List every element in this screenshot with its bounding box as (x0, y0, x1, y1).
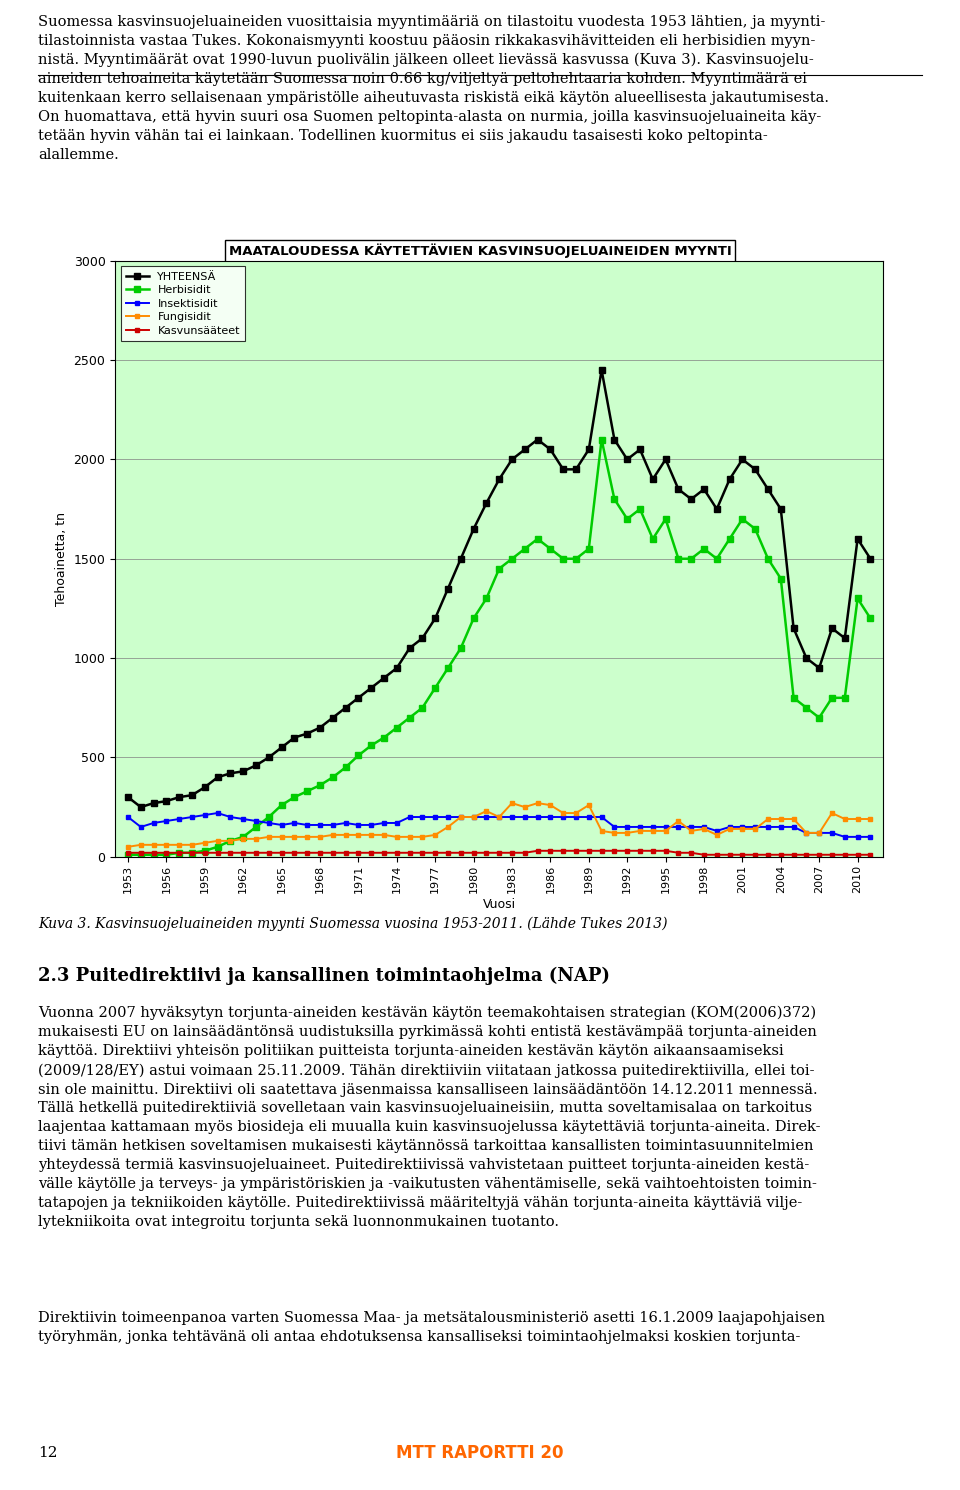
Line: Fungisidit: Fungisidit (126, 802, 873, 849)
Herbisidit (199, 842, 210, 860)
Kasvunsääteet (237, 843, 249, 861)
YHTEENSÄ (685, 490, 697, 508)
YHTEENSÄ (122, 788, 133, 806)
Herbisidit (148, 846, 159, 864)
Line: Insektisidit: Insektisidit (126, 811, 873, 839)
Herbisidit (314, 776, 325, 794)
Text: Vuonna 2007 hyväksytyn torjunta-aineiden kestävän käytön teemakohtaisen strategi: Vuonna 2007 hyväksytyn torjunta-aineiden… (38, 1006, 821, 1229)
Fungisidit (673, 812, 684, 830)
Kasvunsääteet (122, 843, 133, 861)
YHTEENSÄ (596, 361, 608, 378)
Kasvunsääteet (698, 846, 709, 864)
X-axis label: Vuosi: Vuosi (483, 898, 516, 912)
Herbisidit (237, 828, 249, 846)
Fungisidit (519, 799, 531, 817)
Fungisidit (506, 794, 517, 812)
Text: 2.3 Puitedirektiivi ja kansallinen toimintaohjelma (NAP): 2.3 Puitedirektiivi ja kansallinen toimi… (38, 967, 611, 985)
Kasvunsääteet (148, 843, 159, 861)
Herbisidit (596, 431, 608, 448)
YHTEENSÄ (519, 441, 531, 459)
Insektisidit (519, 808, 531, 825)
YHTEENSÄ (327, 709, 339, 727)
Kasvunsääteet (673, 843, 684, 861)
Kasvunsääteet (314, 843, 325, 861)
Herbisidit (865, 609, 876, 627)
YHTEENSÄ (135, 799, 147, 817)
Fungisidit (237, 830, 249, 848)
Herbisidit (506, 550, 517, 568)
Insektisidit (122, 808, 133, 825)
Insektisidit (673, 818, 684, 836)
Insektisidit (865, 828, 876, 846)
Fungisidit (148, 836, 159, 854)
Kasvunsääteet (865, 846, 876, 864)
Insektisidit (839, 828, 851, 846)
Herbisidit (673, 550, 684, 568)
Text: 12: 12 (38, 1445, 58, 1460)
Legend: YHTEENSÄ, Herbisidit, Insektisidit, Fungisidit, Kasvunsääteet: YHTEENSÄ, Herbisidit, Insektisidit, Fung… (121, 267, 246, 341)
Insektisidit (327, 817, 339, 834)
Herbisidit (122, 846, 133, 864)
YHTEENSÄ (865, 550, 876, 568)
Kasvunsääteet (199, 843, 210, 861)
Line: YHTEENSÄ: YHTEENSÄ (125, 367, 874, 811)
Kasvunsääteet (532, 842, 543, 860)
Text: MTT RAPORTTI 20: MTT RAPORTTI 20 (396, 1444, 564, 1462)
Fungisidit (122, 837, 133, 855)
Text: Direktiivin toimeenpanoa varten Suomessa Maa- ja metsätalousministeriö asetti 16: Direktiivin toimeenpanoa varten Suomessa… (38, 1311, 826, 1344)
Kasvunsääteet (506, 843, 517, 861)
Insektisidit (199, 806, 210, 824)
YHTEENSÄ (212, 769, 224, 787)
Insektisidit (212, 805, 224, 822)
Fungisidit (199, 834, 210, 852)
Y-axis label: Tehoainetta, tn: Tehoainetta, tn (55, 511, 68, 606)
Fungisidit (865, 811, 876, 828)
Text: Suomessa kasvinsuojeluaineiden vuosittaisia myyntimääriä on tilastoitu vuodesta : Suomessa kasvinsuojeluaineiden vuosittai… (38, 15, 829, 162)
Line: Herbisidit: Herbisidit (125, 437, 874, 858)
Fungisidit (314, 828, 325, 846)
YHTEENSÄ (251, 757, 262, 775)
Insektisidit (148, 814, 159, 831)
Text: Kuva 3. Kasvinsuojeluaineiden myynti Suomessa vuosina 1953-2011. (Lähde Tukes 20: Kuva 3. Kasvinsuojeluaineiden myynti Suo… (38, 916, 668, 931)
Line: Kasvunsääteet: Kasvunsääteet (126, 849, 873, 857)
Insektisidit (251, 812, 262, 830)
Text: MAATALOUDESSA KÄYTETTÄVIEN KASVINSUOJELUAINEIDEN MYYNTI
SUOMESSA VUOSINA 1953- 2: MAATALOUDESSA KÄYTETTÄVIEN KASVINSUOJELU… (228, 244, 732, 273)
YHTEENSÄ (160, 793, 172, 811)
